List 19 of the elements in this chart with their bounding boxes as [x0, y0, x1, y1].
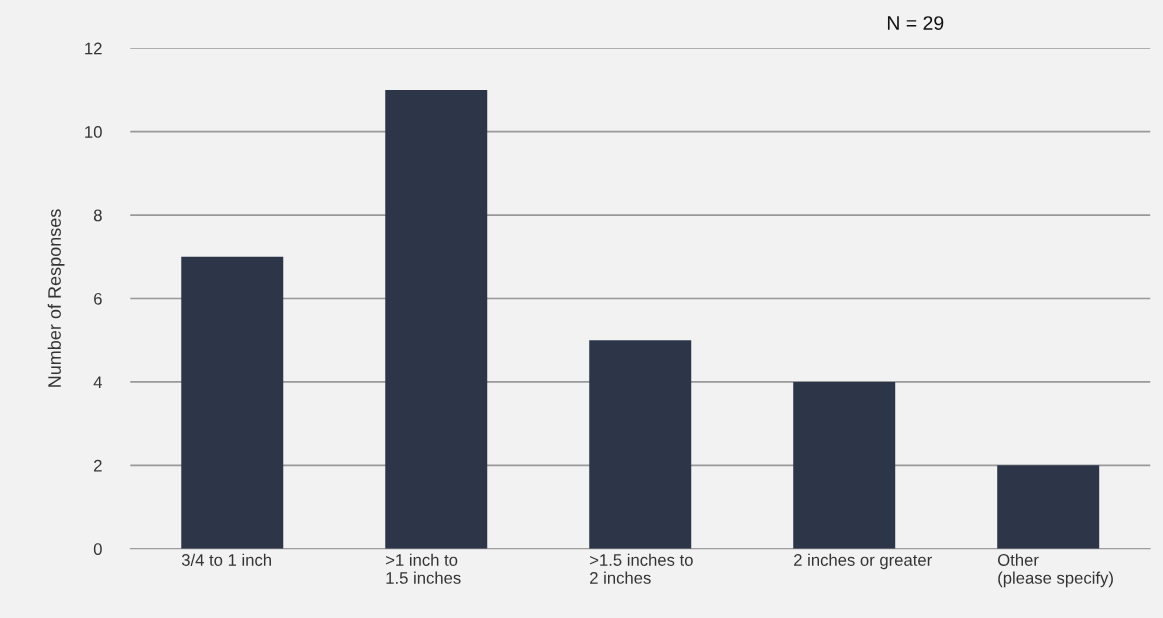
- y-tick-label: 6: [94, 292, 102, 305]
- bar: [385, 89, 488, 549]
- y-tick-label: 12: [85, 42, 102, 55]
- y-axis-title: Number of Responses: [47, 209, 65, 387]
- text: N = 29: [887, 16, 944, 30]
- bar: [793, 381, 896, 549]
- y-tick-label: 10: [85, 126, 102, 138]
- y-tick-label: 0: [93, 543, 102, 555]
- x-tick-label: 2 inches or greater: [794, 553, 932, 570]
- y-tick-label: 4: [93, 376, 102, 388]
- bar: [589, 340, 692, 549]
- y-tick-label: 8: [93, 209, 102, 222]
- x-tick-label: >1.5 inches to 2 inches: [590, 553, 693, 584]
- x-tick-label: >1 inch to 1.5 inches: [386, 553, 461, 584]
- x-tick-label: 3/4 to 1 inch: [181, 553, 271, 566]
- bar: [997, 465, 1100, 549]
- x-tick-label: Other (please specify): [998, 553, 1113, 588]
- bar: [181, 256, 284, 549]
- y-tick-label: 2: [94, 459, 102, 472]
